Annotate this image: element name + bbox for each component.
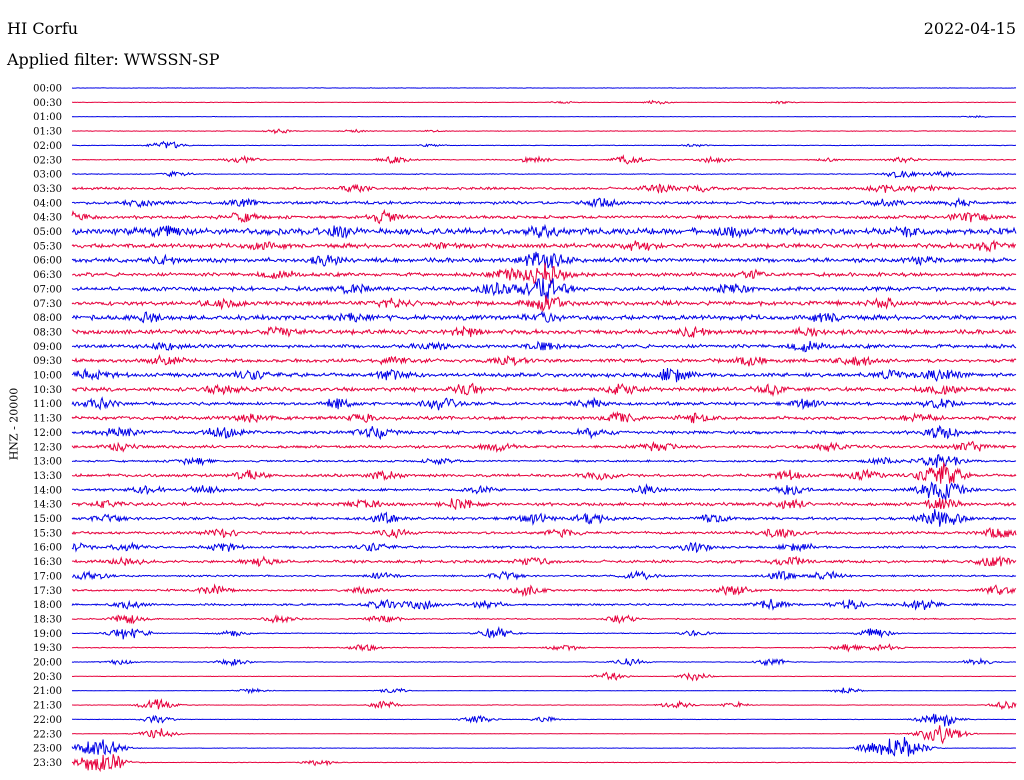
time-label: 21:00 [33,686,62,697]
time-label: 17:30 [33,586,62,597]
time-label: 18:00 [33,600,62,611]
time-label: 05:30 [33,241,62,252]
trace-0500 [71,223,1017,240]
time-label: 05:00 [33,227,62,238]
trace-1700 [71,569,1017,581]
trace-1200 [71,424,1017,441]
trace-1300 [71,453,1017,468]
time-label: 06:30 [33,270,62,281]
time-label: 22:00 [33,715,62,726]
trace-2030 [71,671,1016,682]
trace-2000 [71,657,1017,667]
time-label: 12:30 [33,442,62,453]
time-label: 04:30 [33,213,62,224]
time-label: 10:30 [33,385,62,396]
time-label: 02:00 [33,141,62,152]
time-label: 08:00 [33,313,62,324]
time-label: 20:30 [33,672,62,683]
time-label: 20:00 [33,658,62,669]
time-label: 09:30 [33,356,62,367]
time-label: 13:30 [33,471,62,482]
trace-1630 [71,555,1017,568]
trace-0600 [71,251,1017,269]
time-label: 09:00 [33,342,62,353]
trace-0130 [71,128,1017,135]
time-label: 14:00 [33,485,62,496]
trace-2330 [71,754,1017,773]
trace-1900 [71,626,1017,640]
trace-1930 [71,643,1017,653]
trace-0030 [72,99,1017,105]
station-title: HI Corfu [7,19,79,38]
trace-0300 [71,170,1017,179]
time-label: 08:30 [33,327,62,338]
trace-0400 [71,197,1017,209]
time-label: 15:30 [33,528,62,539]
time-label: 11:30 [33,414,62,425]
trace-1600 [71,541,1016,554]
time-label: 18:30 [33,614,62,625]
trace-0830 [71,325,1017,338]
trace-1830 [71,614,1017,625]
time-label: 19:30 [33,643,62,654]
trace-1430 [71,497,1017,510]
trace-0630 [71,262,1017,286]
trace-1730 [71,583,1017,598]
trace-1330 [71,461,1017,484]
trace-0230 [72,154,1017,165]
time-label: 23:00 [33,744,62,755]
time-label: 01:00 [33,112,62,123]
time-label: 06:00 [33,256,62,267]
time-label: 03:30 [33,184,62,195]
time-label: 22:30 [33,729,62,740]
trace-0530 [71,239,1017,253]
time-label: 00:30 [33,98,62,109]
date-label: 2022-04-15 [923,19,1016,38]
time-label: 16:00 [33,543,62,554]
trace-0200 [72,140,1017,149]
time-label: 23:30 [33,758,62,769]
time-label: 16:30 [33,557,62,568]
trace-0900 [71,340,1017,353]
time-label: 12:00 [33,428,62,439]
time-label: 03:00 [33,170,62,181]
time-label: 10:00 [33,371,62,382]
trace-2130 [72,698,1017,711]
trace-1100 [71,396,1017,411]
trace-1000 [71,367,1017,383]
trace-1400 [71,481,1017,501]
time-label: 15:00 [33,514,62,525]
time-label: 07:30 [33,299,62,310]
trace-1530 [71,527,1017,540]
time-label: 14:30 [33,500,62,511]
time-label: 19:00 [33,629,62,640]
trace-0330 [71,183,1017,195]
trace-2100 [71,687,1017,695]
trace-1500 [71,509,1016,527]
time-label: 21:30 [33,701,62,712]
trace-0730 [71,295,1017,313]
trace-0700 [71,278,1017,302]
trace-1030 [71,382,1017,397]
trace-1130 [71,410,1017,424]
time-label: 17:00 [33,571,62,582]
time-label: 11:00 [33,399,62,410]
trace-2300 [71,736,1017,757]
trace-0930 [71,354,1017,367]
time-label: 13:00 [33,457,62,468]
filter-label: Applied filter: WWSSN-SP [7,50,220,69]
trace-0100 [71,115,1016,119]
time-label: 02:30 [33,155,62,166]
trace-0430 [71,208,1017,225]
trace-1800 [71,598,1017,611]
time-label: 01:30 [33,127,62,138]
time-label: 07:00 [33,284,62,295]
time-label: 04:00 [33,198,62,209]
trace-1230 [71,440,1017,453]
trace-2200 [72,713,1016,727]
trace-2230 [72,725,1016,745]
time-label: 00:00 [33,84,62,95]
trace-0800 [71,310,1017,324]
